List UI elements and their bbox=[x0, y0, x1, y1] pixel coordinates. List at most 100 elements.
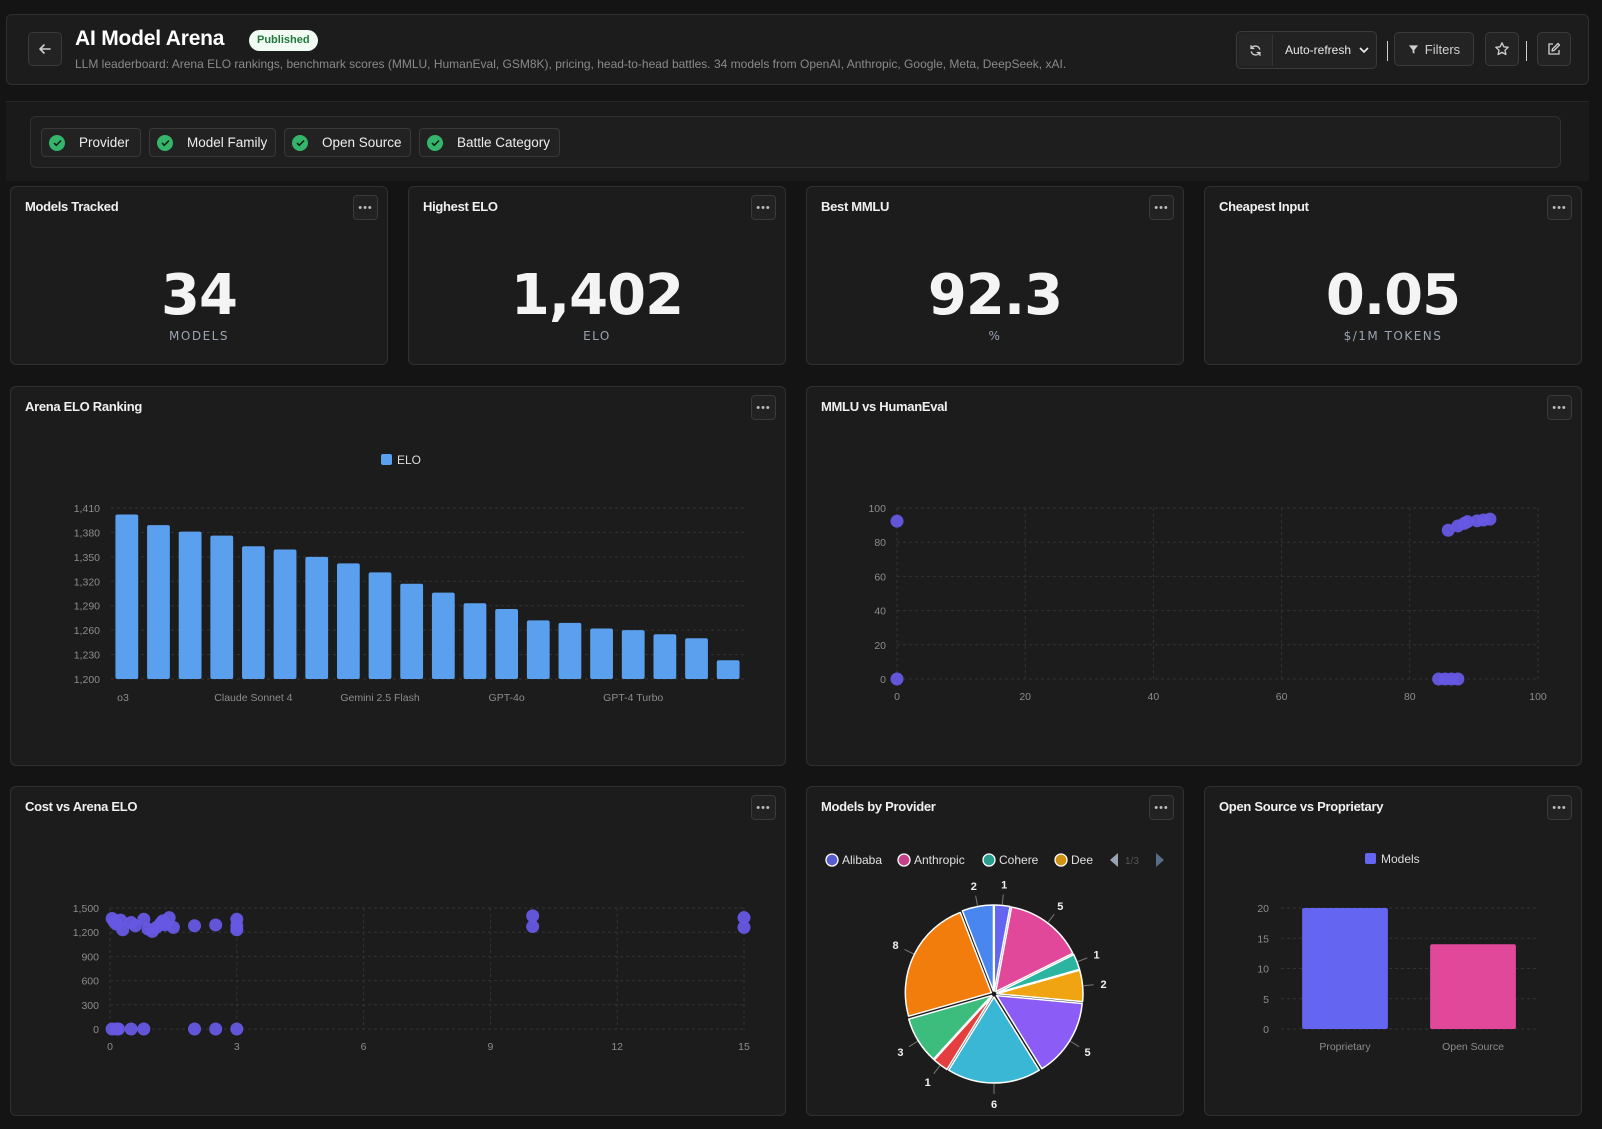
filter-chip-provider[interactable]: Provider bbox=[41, 128, 141, 157]
x-tick-label: GPT-4 Turbo bbox=[603, 692, 663, 704]
card-title: Arena ELO Ranking bbox=[25, 399, 142, 414]
slice-label: 6 bbox=[991, 1099, 997, 1111]
x-tick-label: 15 bbox=[738, 1041, 750, 1053]
check-circle-icon bbox=[157, 134, 173, 151]
card-title: Cost vs Arena ELO bbox=[25, 799, 138, 814]
y-tick-label: 1,350 bbox=[74, 552, 100, 564]
slice-label: 2 bbox=[971, 881, 977, 893]
scatter-point bbox=[230, 1022, 244, 1036]
card-menu-button[interactable]: ••• bbox=[1149, 195, 1174, 220]
filter-chip-model-family[interactable]: Model Family bbox=[149, 128, 276, 157]
filter-chip-open-source[interactable]: Open Source bbox=[284, 128, 411, 157]
bar bbox=[590, 628, 613, 679]
scatter-point bbox=[1460, 515, 1474, 529]
more-horizontal-icon: ••• bbox=[756, 401, 771, 414]
y-tick-label: 0 bbox=[880, 674, 886, 686]
filter-chip-label: Battle Category bbox=[457, 135, 551, 150]
card-menu-button[interactable]: ••• bbox=[1149, 795, 1174, 820]
legend-label: Cohere bbox=[999, 853, 1039, 867]
bar bbox=[178, 531, 202, 679]
card-menu-button[interactable]: ••• bbox=[751, 795, 776, 820]
filters-label: Filters bbox=[1424, 41, 1461, 57]
label-leader bbox=[933, 1065, 941, 1075]
y-tick-label: 1,260 bbox=[74, 625, 100, 637]
legend-marker bbox=[982, 853, 996, 867]
y-tick-label: 60 bbox=[874, 571, 886, 583]
filters-button[interactable]: Filters bbox=[1394, 32, 1474, 66]
bar bbox=[273, 549, 297, 679]
pie-slice bbox=[961, 904, 995, 992]
scatter-point bbox=[890, 672, 904, 686]
edit-button[interactable] bbox=[1537, 32, 1571, 66]
card-menu-button[interactable]: ••• bbox=[751, 195, 776, 220]
pie-slice bbox=[996, 953, 1081, 994]
card-menu-button[interactable]: ••• bbox=[751, 395, 776, 420]
kpi-card-best-mmlu: Best MMLU ••• 92.3 % bbox=[806, 186, 1184, 365]
check-circle-icon bbox=[49, 134, 65, 151]
x-tick-label: o3 bbox=[117, 692, 129, 704]
kpi-value: 92.3 bbox=[927, 263, 1063, 328]
chart-card-cost-elo: Cost vs Arena ELO ••• 0 300 600 900 1,200 1,5… bbox=[10, 786, 786, 1116]
y-tick-label: 0 bbox=[93, 1024, 99, 1036]
provider-pie-chart: Alibaba Anthropic Cohere Dee 1/3 1 5 1 2 5 6 1 3 8 2 bbox=[825, 853, 1164, 1111]
x-tick-label: Gemini 2.5 Flash bbox=[340, 692, 420, 704]
scatter-point bbox=[188, 919, 202, 933]
chart-card-arena-elo: Arena ELO Ranking ••• 1,200 1,230 1,260 1,2… bbox=[10, 386, 786, 766]
y-tick-label: 10 bbox=[1257, 964, 1269, 976]
slice-label: 1 bbox=[1094, 949, 1100, 961]
y-tick-label: 1,320 bbox=[74, 576, 100, 588]
x-tick-label: 12 bbox=[611, 1041, 623, 1053]
bar bbox=[147, 525, 170, 679]
y-tick-label: 15 bbox=[1257, 933, 1269, 945]
auto-refresh-select[interactable]: Auto-refresh bbox=[1275, 34, 1374, 66]
legend-marker bbox=[825, 853, 839, 867]
pager-next-icon bbox=[1156, 853, 1164, 867]
bar bbox=[621, 630, 645, 679]
card-menu-button[interactable]: ••• bbox=[353, 195, 378, 220]
x-tick-label: 40 bbox=[1148, 691, 1160, 703]
favorite-button[interactable] bbox=[1485, 32, 1519, 66]
bar bbox=[716, 660, 740, 679]
card-menu-button[interactable]: ••• bbox=[1547, 795, 1572, 820]
slice-label: 1 bbox=[1001, 879, 1007, 891]
bar bbox=[685, 638, 708, 679]
filter-bar: Provider Model Family Open Source Battle… bbox=[30, 116, 1561, 168]
legend-label: ELO bbox=[397, 453, 421, 467]
scatter-point bbox=[209, 1022, 223, 1036]
filter-chip-label: Open Source bbox=[322, 135, 402, 150]
refresh-button[interactable] bbox=[1239, 34, 1273, 66]
refresh-icon bbox=[1250, 44, 1261, 56]
card-title: Models Tracked bbox=[25, 199, 119, 214]
pie-slice bbox=[996, 969, 1084, 1003]
more-horizontal-icon: ••• bbox=[1552, 401, 1567, 414]
label-leader bbox=[975, 895, 978, 906]
back-button[interactable] bbox=[28, 32, 62, 66]
chart-card-mmlu-humaneval: MMLU vs HumanEval ••• 0 20 40 60 80 100 0 20 40 6… bbox=[806, 386, 1582, 766]
dashboard-header: AI Model Arena Published LLM leaderboard… bbox=[6, 14, 1589, 85]
y-tick-label: 1,200 bbox=[74, 674, 100, 686]
y-tick-label: 100 bbox=[868, 503, 886, 515]
card-title: Models by Provider bbox=[821, 799, 936, 814]
y-tick-label: 900 bbox=[81, 951, 99, 963]
bar bbox=[526, 620, 550, 679]
y-tick-label: 1,380 bbox=[74, 527, 100, 539]
pie-slice bbox=[947, 996, 1041, 1084]
x-tick-label: 3 bbox=[234, 1041, 240, 1053]
y-tick-label: 20 bbox=[1257, 903, 1269, 915]
y-tick-label: 5 bbox=[1263, 994, 1269, 1006]
bar bbox=[558, 622, 582, 679]
kpi-card-cheapest-input: Cheapest Input ••• 0.05 $/1M TOKENS bbox=[1204, 186, 1582, 365]
filter-chip-battle-category[interactable]: Battle Category bbox=[419, 128, 560, 157]
more-horizontal-icon: ••• bbox=[756, 201, 771, 214]
label-leader bbox=[1083, 984, 1094, 987]
card-menu-button[interactable]: ••• bbox=[1547, 395, 1572, 420]
card-title: MMLU vs HumanEval bbox=[821, 399, 948, 414]
card-title: Highest ELO bbox=[423, 199, 498, 214]
scatter-point bbox=[1483, 512, 1497, 526]
legend-swatch bbox=[381, 454, 392, 465]
pager-prev-icon bbox=[1110, 853, 1118, 867]
scatter-point bbox=[890, 514, 904, 528]
scatter-point bbox=[137, 912, 151, 926]
card-menu-button[interactable]: ••• bbox=[1547, 195, 1572, 220]
label-leader bbox=[1001, 894, 1004, 905]
